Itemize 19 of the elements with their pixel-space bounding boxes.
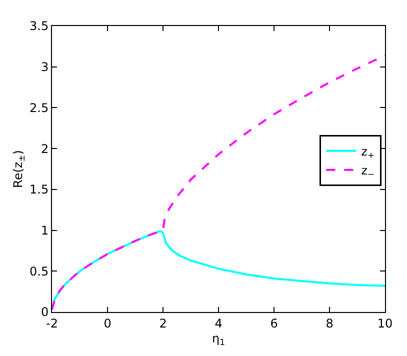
- y-tick-label: 2.5: [30, 100, 49, 115]
- line-series: [52, 54, 385, 311]
- y-tick-label: 3: [40, 60, 49, 74]
- x-tick-label: 6: [270, 316, 278, 330]
- y-tick-label: 1.5: [30, 182, 49, 197]
- y-tick-label: 0.5: [30, 264, 49, 278]
- x-tick-label: 8: [326, 316, 334, 330]
- y-tick-label: 1: [40, 223, 49, 238]
- x-tick-label: 10: [377, 316, 393, 330]
- y-tick-label: 0: [40, 305, 49, 320]
- legend-label: z$_{+}$: [361, 144, 375, 160]
- x-tick-label: 2: [159, 316, 167, 330]
- legend-label: z$_{−}$: [361, 164, 375, 180]
- y-tick-label: 3.5: [30, 19, 49, 34]
- y-tick-label: 2: [40, 142, 49, 156]
- x-tick-label: -2: [46, 316, 58, 330]
- x-axis-title: η$_{1}$: [212, 331, 225, 347]
- x-tick-label: 4: [214, 316, 222, 330]
- x-tick-label: 0: [104, 316, 112, 330]
